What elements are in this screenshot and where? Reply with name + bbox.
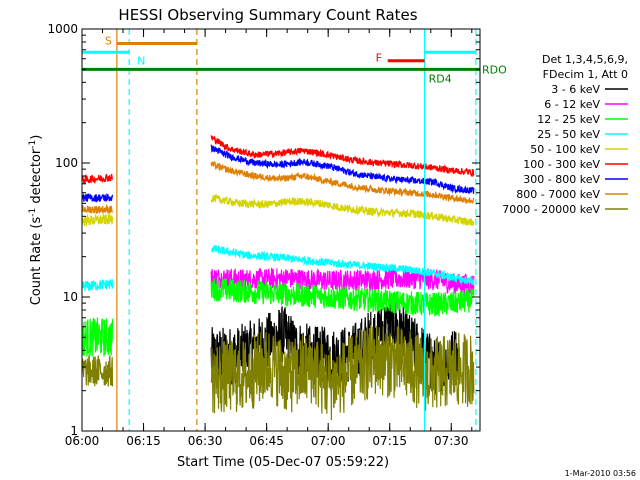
legend-entry-label: 100 - 300 keV [523, 158, 600, 171]
flag-label: RD4 [429, 72, 452, 85]
flag-label: RDO [482, 63, 507, 76]
series-4 [81, 193, 475, 227]
series-7 [81, 160, 475, 215]
series-line [210, 144, 475, 195]
x-tick-label: 06:45 [249, 434, 284, 448]
plot-frame [81, 28, 481, 432]
y-axis-label: Count Rate (s-1 detector-1) [28, 135, 44, 306]
x-tick-label: 07:00 [311, 434, 346, 448]
series-line [81, 173, 114, 185]
legend-entry-label: 50 - 100 keV [530, 143, 600, 156]
chart-title: HESSI Observing Summary Count Rates [118, 6, 417, 24]
series-line [81, 278, 114, 292]
legend-entry-label: 7000 - 20000 keV [502, 203, 600, 216]
legend-entry-label: 800 - 7000 keV [516, 188, 600, 201]
series-line [210, 323, 475, 421]
flag-label: F [376, 52, 382, 65]
legend: Det 1,3,4,5,6,9, FDecim 1, Att 0 3 - 6 k… [502, 53, 628, 216]
y-tick-label: 100 [55, 156, 78, 170]
series-line [81, 353, 114, 387]
y-tick-label: 10 [63, 290, 78, 304]
series-line [81, 213, 114, 227]
series-2 [81, 278, 475, 357]
legend-entries: 3 - 6 keV 6 - 12 keV 12 - 25 keV 25 - 50 ke… [502, 83, 628, 216]
series-line [210, 160, 475, 204]
series-line [210, 135, 475, 178]
legend-entry-label: 25 - 50 keV [537, 128, 600, 141]
x-tick-label: 06:15 [126, 434, 161, 448]
x-tick-label: 06:30 [188, 434, 223, 448]
footer-timestamp: 1-Mar-2010 03:56 [565, 469, 636, 478]
y-axis-label-sup2: -1 [28, 140, 38, 149]
y-axis-label-sup1: -1 [28, 208, 38, 217]
y-tick-label: 1000 [47, 22, 78, 36]
flag-label: S [105, 34, 112, 47]
series-line [81, 192, 114, 203]
y-axis-label-main: Count Rate (s [29, 217, 44, 306]
plot-area: S N F RD4 RDO [81, 29, 507, 431]
flag-label: N [137, 54, 145, 67]
legend-header-1: Det 1,3,4,5,6,9, [542, 53, 628, 66]
series-5 [81, 135, 475, 185]
axes: 06:00 06:15 06:30 06:45 07:00 07:15 07:30 1 10 10… [47, 22, 481, 448]
series-line [210, 278, 475, 317]
y-axis-label-end: ) [29, 135, 44, 140]
legend-entry-label: 12 - 25 keV [537, 113, 600, 126]
y-tick-label: 1 [70, 424, 78, 438]
x-tick-label: 07:30 [434, 434, 469, 448]
x-axis-label: Start Time (05-Dec-07 05:59:22) [177, 455, 389, 470]
series-line [210, 193, 475, 226]
legend-entry-label: 6 - 12 keV [544, 98, 600, 111]
series-line [81, 317, 114, 357]
series-8 [81, 323, 475, 421]
series-line [210, 244, 475, 286]
x-tick-label: 06:00 [65, 434, 100, 448]
x-tick-label: 07:15 [372, 434, 407, 448]
y-axis-label-mid: detector [29, 148, 44, 208]
series-6 [81, 144, 475, 203]
series-3 [81, 244, 475, 292]
legend-header-2: FDecim 1, Att 0 [543, 68, 628, 81]
legend-entry-label: 3 - 6 keV [551, 83, 600, 96]
legend-entry-label: 300 - 800 keV [523, 173, 600, 186]
series-line [81, 203, 114, 215]
